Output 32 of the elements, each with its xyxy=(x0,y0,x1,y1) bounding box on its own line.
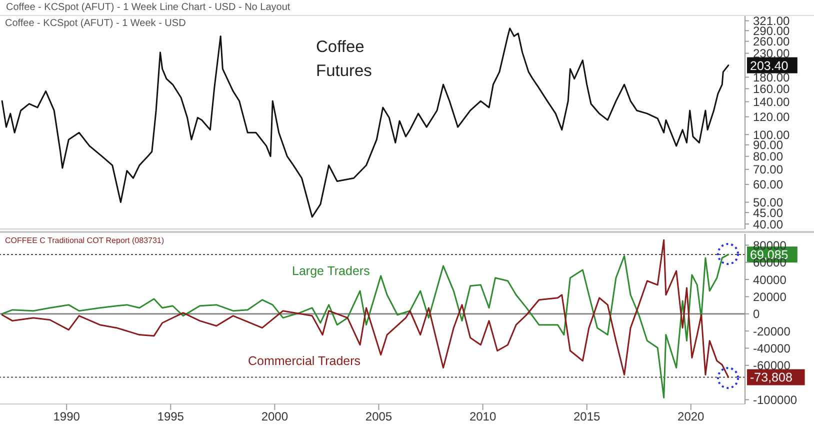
y-tick-label: 160.00 xyxy=(753,82,790,96)
y-tick-label: 140.00 xyxy=(753,94,790,109)
x-tick-label: 2000 xyxy=(261,410,288,424)
y-tick-label: 20000 xyxy=(753,290,787,304)
y-tick-label: 230.00 xyxy=(753,46,790,61)
chart-subtitle: Coffee - KCSpot (AFUT) - 1 Week - USD xyxy=(5,18,186,29)
annotation: 203.40 xyxy=(750,58,788,73)
y-tick-label: 70.00 xyxy=(753,162,784,177)
line-series xyxy=(1,28,730,218)
y-tick-label: -100000 xyxy=(753,392,798,407)
y-tick-label: 60.00 xyxy=(753,178,784,192)
text: Coffee - KCSpot (AFUT) - 1 Week Line Chart - USD - No Layout xyxy=(6,2,290,13)
x-tick-label: 2010 xyxy=(469,410,496,424)
y-tick-label: 80.00 xyxy=(753,150,784,164)
y-tick-label: 180.00 xyxy=(753,70,790,84)
x-tick-label: 2020 xyxy=(678,410,705,424)
chart-subtitle: COFFEE C Traditional COT Report (083731) xyxy=(5,236,164,245)
y-tick-label: 40.00 xyxy=(753,217,784,232)
ref-line-label: -73,808 xyxy=(750,370,792,385)
y-tick-label: 40000 xyxy=(753,272,787,287)
x-tick-label: 2015 xyxy=(573,410,601,424)
y-tick-label: -20000 xyxy=(753,324,791,338)
series-label: Large Traders xyxy=(292,264,370,278)
y-tick-label: -60000 xyxy=(753,358,791,373)
y-tick-label: 0 xyxy=(753,307,760,322)
y-tick-label: -40000 xyxy=(753,341,791,356)
x-tick-label: 1995 xyxy=(157,410,184,424)
text: Coffee Futures xyxy=(316,37,373,82)
x-tick-label: 2005 xyxy=(365,410,392,424)
x-tick-label: 1990 xyxy=(53,410,80,424)
y-tick-label: 120.00 xyxy=(753,110,790,124)
series-label: Commercial Traders xyxy=(248,354,361,368)
